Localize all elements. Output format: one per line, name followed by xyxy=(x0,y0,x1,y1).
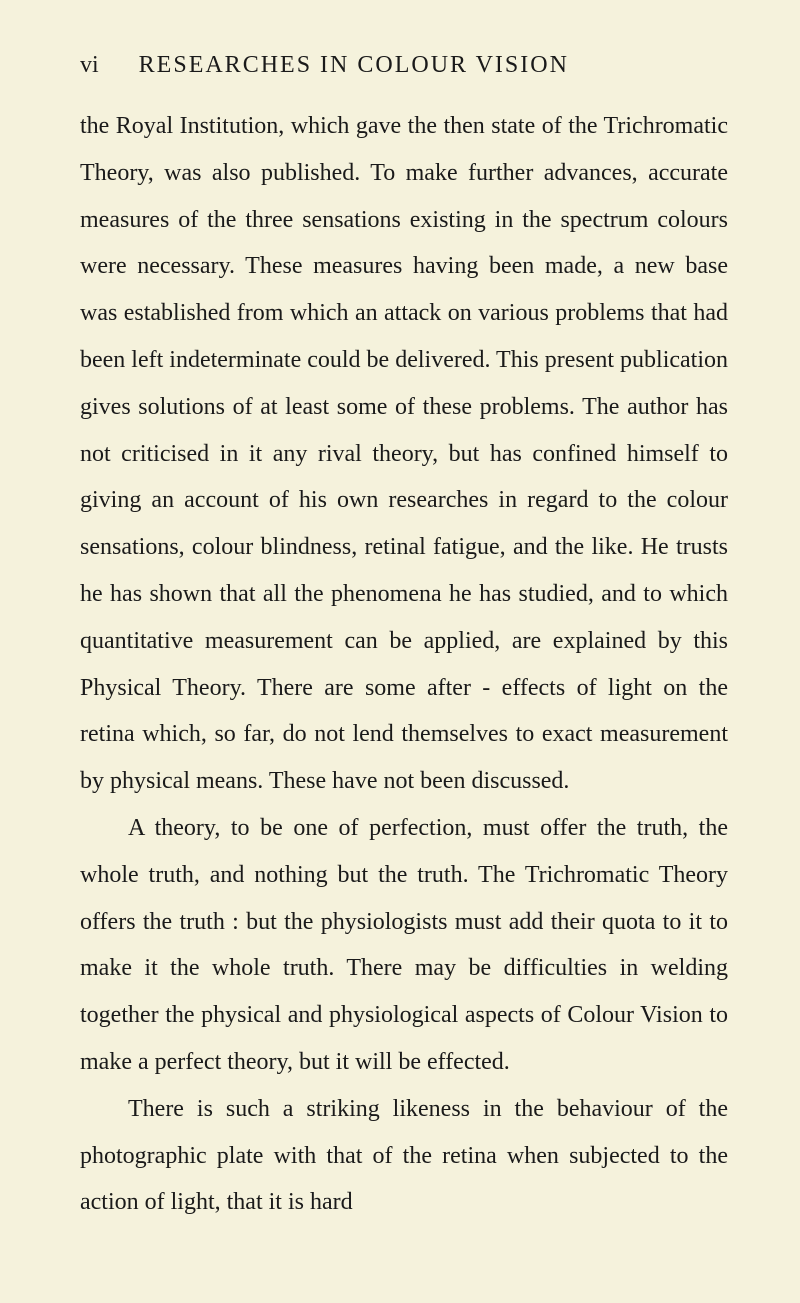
page-number: vi xyxy=(80,52,99,79)
paragraph-2: A theory, to be one of perfection, must … xyxy=(80,805,728,1086)
paragraph-1: the Royal Institution, which gave the th… xyxy=(80,103,728,805)
page-header: vi RESEARCHES IN COLOUR VISION xyxy=(80,52,728,79)
body-text: the Royal Institution, which gave the th… xyxy=(80,103,728,1226)
paragraph-3: There is such a striking likeness in the… xyxy=(80,1086,728,1226)
running-title: RESEARCHES IN COLOUR VISION xyxy=(139,52,569,79)
